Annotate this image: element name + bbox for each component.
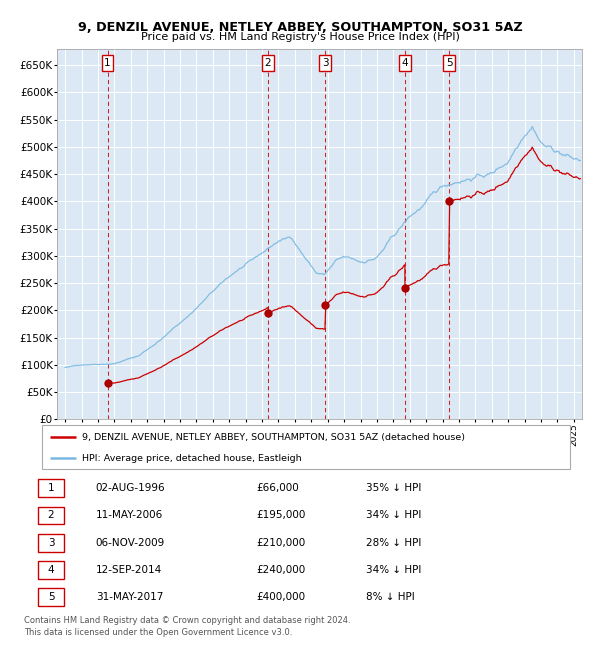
Text: This data is licensed under the Open Government Licence v3.0.: This data is licensed under the Open Gov… — [24, 628, 292, 637]
Text: £210,000: £210,000 — [256, 538, 305, 548]
Text: 11-MAY-2006: 11-MAY-2006 — [96, 510, 163, 521]
Text: 28% ↓ HPI: 28% ↓ HPI — [366, 538, 422, 548]
Text: 3: 3 — [48, 538, 55, 548]
Text: £195,000: £195,000 — [256, 510, 305, 521]
Text: 4: 4 — [401, 58, 408, 68]
Text: 9, DENZIL AVENUE, NETLEY ABBEY, SOUTHAMPTON, SO31 5AZ: 9, DENZIL AVENUE, NETLEY ABBEY, SOUTHAMP… — [77, 21, 523, 34]
FancyBboxPatch shape — [38, 534, 64, 552]
Text: 2: 2 — [48, 510, 55, 521]
Text: £400,000: £400,000 — [256, 592, 305, 603]
Text: Price paid vs. HM Land Registry's House Price Index (HPI): Price paid vs. HM Land Registry's House … — [140, 32, 460, 42]
Text: 34% ↓ HPI: 34% ↓ HPI — [366, 565, 422, 575]
Text: HPI: Average price, detached house, Eastleigh: HPI: Average price, detached house, East… — [82, 454, 301, 463]
Text: 02-AUG-1996: 02-AUG-1996 — [96, 483, 166, 493]
Text: 8% ↓ HPI: 8% ↓ HPI — [366, 592, 415, 603]
Text: 34% ↓ HPI: 34% ↓ HPI — [366, 510, 422, 521]
FancyBboxPatch shape — [38, 506, 64, 525]
FancyBboxPatch shape — [42, 425, 570, 469]
Text: 4: 4 — [48, 565, 55, 575]
FancyBboxPatch shape — [38, 479, 64, 497]
Text: 35% ↓ HPI: 35% ↓ HPI — [366, 483, 422, 493]
Text: 9, DENZIL AVENUE, NETLEY ABBEY, SOUTHAMPTON, SO31 5AZ (detached house): 9, DENZIL AVENUE, NETLEY ABBEY, SOUTHAMP… — [82, 433, 464, 442]
Text: 1: 1 — [48, 483, 55, 493]
Text: 2: 2 — [265, 58, 271, 68]
FancyBboxPatch shape — [38, 561, 64, 579]
FancyBboxPatch shape — [38, 588, 64, 606]
Text: 06-NOV-2009: 06-NOV-2009 — [96, 538, 165, 548]
Text: 5: 5 — [446, 58, 452, 68]
Text: £66,000: £66,000 — [256, 483, 299, 493]
Text: Contains HM Land Registry data © Crown copyright and database right 2024.: Contains HM Land Registry data © Crown c… — [24, 616, 350, 625]
Text: 31-MAY-2017: 31-MAY-2017 — [96, 592, 163, 603]
Text: 5: 5 — [48, 592, 55, 603]
Text: 3: 3 — [322, 58, 328, 68]
Text: £240,000: £240,000 — [256, 565, 305, 575]
Text: 1: 1 — [104, 58, 111, 68]
Text: 12-SEP-2014: 12-SEP-2014 — [96, 565, 162, 575]
